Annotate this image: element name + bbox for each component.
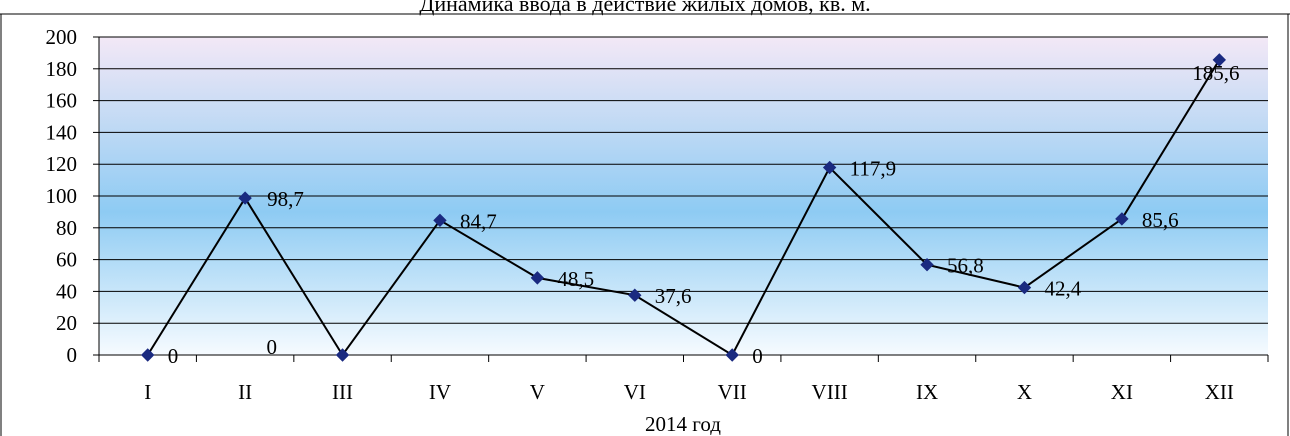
x-tick-label: I <box>144 380 151 404</box>
x-tick-label: V <box>530 380 545 404</box>
x-tick-label: IX <box>916 380 938 404</box>
series-line <box>146 59 1221 357</box>
y-tick-label: 60 <box>56 248 77 272</box>
data-point <box>238 191 252 205</box>
data-label: 117,9 <box>850 157 896 181</box>
y-tick-label: 100 <box>46 184 78 208</box>
y-tick-label: 140 <box>46 120 78 144</box>
x-tick-label: VII <box>718 380 747 404</box>
data-label: 56,8 <box>947 254 984 278</box>
data-point <box>1115 212 1129 226</box>
chart-title: Динамика ввода в действие жилых домов, к… <box>419 0 871 16</box>
y-tick-label: 80 <box>56 216 77 240</box>
data-point <box>335 348 350 362</box>
data-point <box>1212 53 1226 67</box>
data-label: 0 <box>168 344 179 368</box>
y-tick-label: 180 <box>46 57 78 81</box>
x-tick-label: II <box>238 380 252 404</box>
data-label: 185,6 <box>1192 61 1239 85</box>
data-point <box>1017 280 1032 295</box>
x-tick-label: IV <box>429 380 451 404</box>
data-point <box>141 348 155 362</box>
y-tick-label: 120 <box>46 152 78 176</box>
x-axis-title: 2014 год <box>645 412 721 436</box>
data-label: 84,7 <box>460 209 497 233</box>
y-axis: 0 20 40 60 80 100 120 140 160 180 200 <box>46 25 100 367</box>
x-tick-label: XII <box>1205 380 1234 404</box>
x-axis: I II III IV V VI VII VIII IX X XI XII <box>98 354 1269 404</box>
data-label: 0 <box>267 335 278 359</box>
data-point <box>530 271 545 285</box>
y-tick-label: 20 <box>56 311 77 335</box>
data-label: 42,4 <box>1044 277 1081 301</box>
data-label: 85,6 <box>1142 208 1179 232</box>
data-label: 0 <box>752 344 763 368</box>
x-tick-label: VI <box>624 380 646 404</box>
data-label: 98,7 <box>267 187 304 211</box>
y-tick-label: 40 <box>56 279 77 303</box>
data-point <box>725 348 739 362</box>
x-tick-label: X <box>1017 380 1032 404</box>
data-label: 48,5 <box>557 267 594 291</box>
gridlines <box>99 36 1268 324</box>
y-tick-label: 160 <box>46 89 78 113</box>
data-point <box>920 257 934 272</box>
data-label: 37,6 <box>655 284 692 308</box>
data-point <box>433 213 447 228</box>
y-tick-label: 0 <box>67 343 78 367</box>
x-tick-label: VIII <box>812 380 848 404</box>
y-tick-label: 200 <box>46 25 78 49</box>
x-tick-label: XI <box>1111 380 1133 404</box>
data-point <box>628 288 642 302</box>
data-point <box>822 160 837 175</box>
data-labels: 0 98,7 0 84,7 48,5 37,6 0 117,9 56,8 42,4 85,6 185,… <box>168 61 1240 368</box>
x-tick-label: III <box>332 380 353 404</box>
series-markers <box>141 53 1226 362</box>
